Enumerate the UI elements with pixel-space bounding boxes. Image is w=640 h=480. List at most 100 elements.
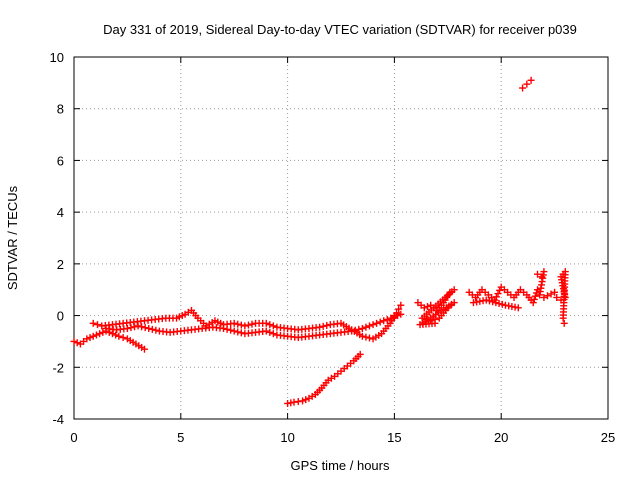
- data-point: [145, 325, 153, 332]
- data-point: [234, 328, 242, 336]
- data-point: [237, 321, 245, 329]
- data-point: [485, 297, 493, 305]
- data-point: [269, 322, 277, 330]
- data-point: [529, 299, 537, 307]
- data-point: [152, 326, 160, 334]
- y-tick-label: 6: [57, 153, 64, 168]
- y-tick-label: 4: [57, 205, 64, 220]
- y-tick-label: -4: [52, 412, 64, 427]
- data-point: [89, 332, 97, 340]
- data-point: [262, 319, 270, 327]
- x-tick-label: 15: [387, 430, 401, 445]
- data-point: [92, 331, 100, 339]
- data-point: [348, 327, 356, 335]
- data-point: [234, 320, 242, 328]
- chart-title: Day 331 of 2019, Sidereal Day-to-day VTE…: [103, 22, 577, 37]
- data-point: [93, 321, 101, 329]
- data-point: [560, 319, 568, 327]
- data-point: [148, 325, 156, 333]
- data-point: [369, 321, 377, 329]
- data-point: [266, 321, 274, 329]
- x-tick-label: 20: [494, 430, 508, 445]
- data-point: [395, 305, 403, 313]
- data-point: [431, 319, 439, 327]
- data-point: [376, 318, 384, 326]
- plot-frame: [73, 56, 609, 420]
- data-point: [489, 298, 497, 306]
- x-tick-label: 25: [601, 430, 615, 445]
- data-point: [131, 323, 139, 331]
- data-point: [482, 296, 490, 304]
- x-tick-label: 5: [177, 430, 184, 445]
- data-point: [380, 317, 388, 325]
- data-point: [299, 397, 307, 405]
- y-tick-label: -2: [52, 360, 64, 375]
- x-tick-label: 10: [280, 430, 294, 445]
- data-point: [383, 315, 391, 323]
- data-point: [540, 293, 548, 301]
- data-point: [543, 292, 551, 300]
- data-point: [112, 331, 120, 339]
- data-point: [220, 325, 228, 332]
- data-points-layer: [70, 76, 569, 407]
- y-tick-label: 8: [57, 102, 64, 117]
- data-point: [140, 345, 148, 353]
- data-point: [115, 332, 123, 340]
- data-point: [119, 334, 127, 342]
- data-point: [70, 337, 78, 345]
- data-point: [248, 320, 256, 328]
- data-point: [269, 330, 277, 338]
- data-point: [365, 322, 373, 330]
- data-point: [553, 293, 561, 301]
- data-point: [531, 292, 539, 300]
- y-tick-label: 2: [57, 257, 64, 272]
- data-point: [494, 290, 502, 298]
- data-point: [530, 295, 538, 303]
- data-point: [394, 312, 402, 320]
- data-point: [373, 319, 381, 327]
- data-point: [230, 327, 238, 335]
- data-point: [223, 325, 231, 333]
- data-point: [316, 323, 324, 331]
- data-point: [96, 330, 104, 338]
- data-point: [387, 314, 395, 322]
- data-point: [424, 303, 432, 311]
- data-point: [86, 334, 94, 342]
- data-point: [498, 300, 506, 308]
- data-point: [536, 291, 544, 299]
- data-point: [495, 300, 503, 308]
- data-point: [547, 290, 555, 298]
- data-point: [362, 323, 370, 331]
- data-point: [323, 321, 331, 329]
- x-tick-label: 0: [70, 430, 77, 445]
- data-point: [141, 324, 149, 332]
- data-point: [237, 329, 245, 337]
- data-point: [356, 350, 364, 358]
- data-point: [138, 323, 146, 331]
- data-point: [302, 396, 310, 404]
- data-point: [514, 304, 522, 312]
- x-axis-label: GPS time / hours: [291, 458, 390, 473]
- data-point: [397, 310, 405, 318]
- grid-layer: [74, 57, 608, 419]
- data-point: [355, 325, 363, 333]
- data-point: [519, 84, 527, 92]
- data-point: [390, 313, 398, 321]
- data-point: [365, 334, 373, 342]
- data-point: [227, 326, 235, 334]
- data-point: [123, 325, 131, 332]
- data-point: [551, 288, 559, 296]
- data-point: [397, 301, 405, 309]
- data-point: [244, 321, 252, 329]
- y-tick-label: 0: [57, 309, 64, 324]
- y-axis-label: SDTVAR / TECUs: [5, 185, 20, 290]
- data-point: [83, 335, 91, 343]
- data-point: [362, 333, 370, 341]
- data-point: [358, 325, 366, 332]
- data-point: [319, 322, 327, 330]
- data-point: [73, 339, 81, 347]
- data-point: [358, 332, 366, 340]
- data-point: [89, 319, 97, 327]
